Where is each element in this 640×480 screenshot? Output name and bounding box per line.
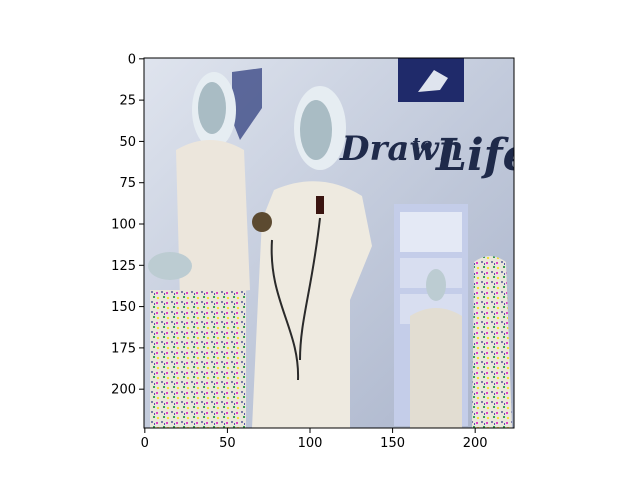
x-tick-label: 50 (219, 436, 236, 451)
y-tick-label: 125 (111, 259, 136, 274)
x-tick-label: 100 (298, 436, 323, 451)
person-left (148, 72, 250, 428)
sign-word-to: to (412, 134, 432, 155)
y-axis: 0 25 50 75 100 125 150 175 200 (111, 52, 144, 398)
photo-image: Drawn to Life (144, 58, 531, 428)
person-center (252, 86, 372, 428)
y-tick-label: 200 (111, 383, 136, 398)
person-right (410, 256, 512, 428)
y-tick-label: 75 (119, 176, 136, 191)
y-tick-label: 100 (111, 218, 136, 233)
y-tick-label: 175 (111, 341, 136, 356)
y-tick-label: 150 (111, 300, 136, 315)
y-tick-label: 25 (119, 94, 136, 109)
axes-frame (143, 57, 515, 429)
drawn-to-life-sign: Drawn to Life (339, 129, 531, 181)
x-tick-label: 0 (141, 436, 149, 451)
sign-word-drawn: Drawn (339, 129, 463, 169)
y-tick-label: 0 (128, 52, 136, 67)
y-tick-label: 50 (119, 135, 136, 150)
x-axis: 0 50 100 150 200 (141, 428, 488, 451)
x-tick-label: 200 (463, 436, 488, 451)
x-tick-label: 150 (380, 436, 405, 451)
sign-word-life: Life (434, 130, 531, 181)
